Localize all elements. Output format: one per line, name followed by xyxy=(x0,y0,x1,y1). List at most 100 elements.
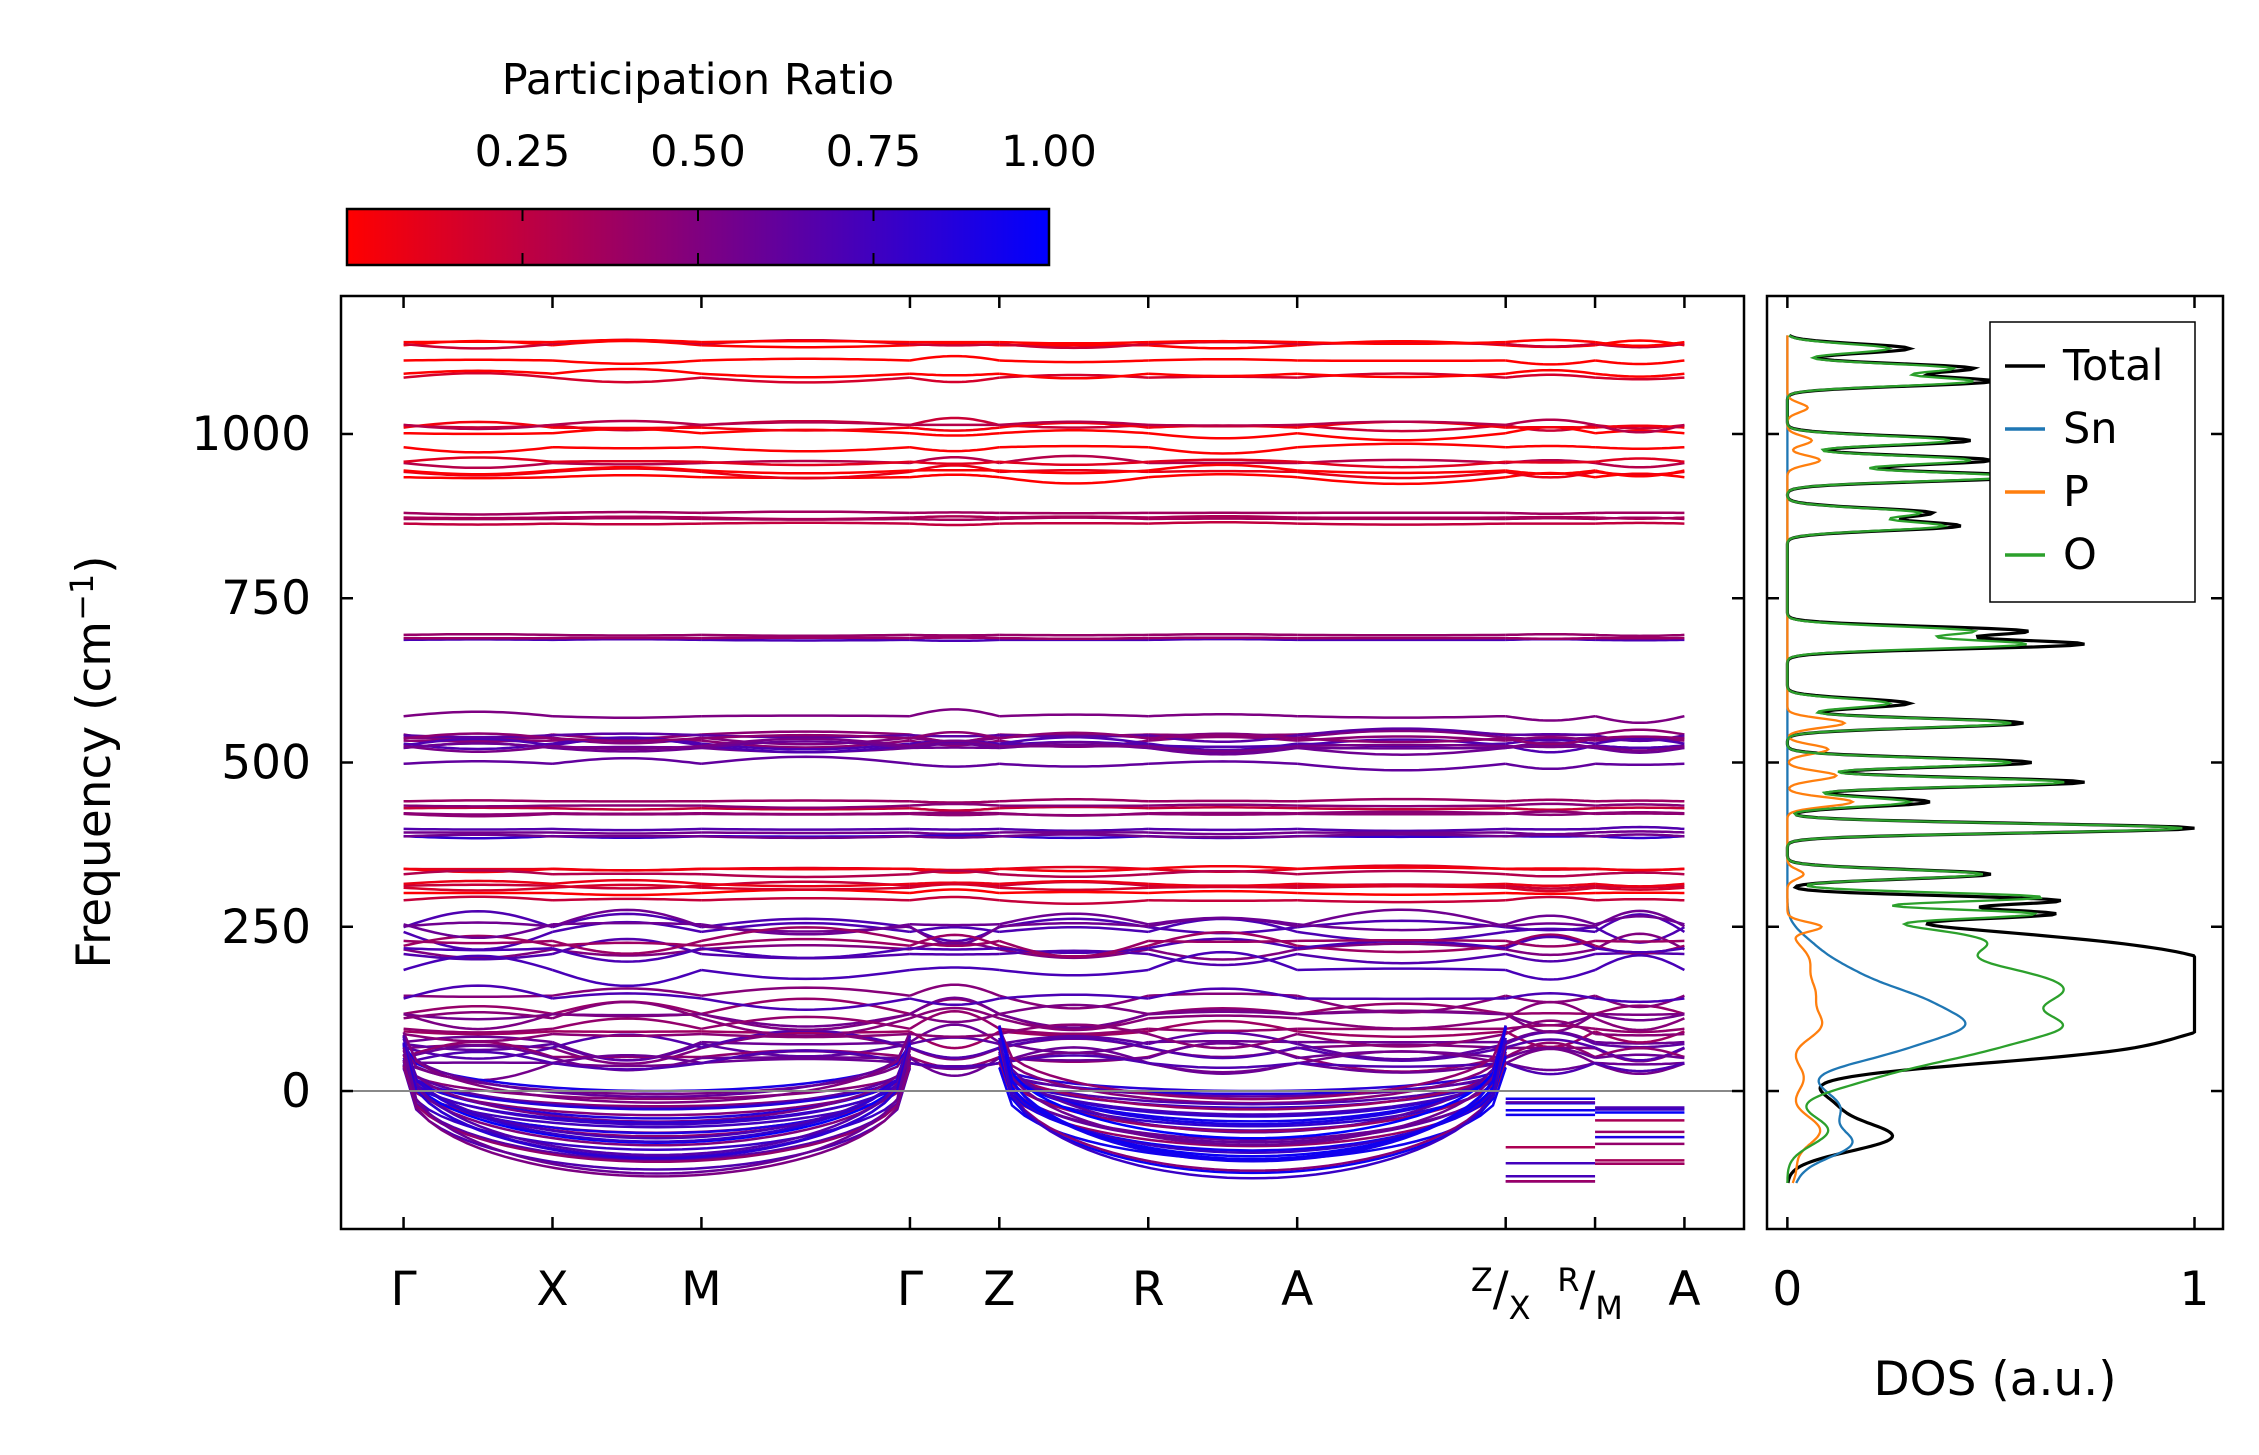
phonon-band xyxy=(1148,357,1298,362)
phonon-band xyxy=(999,1036,1149,1049)
phonon-band xyxy=(998,1046,1149,1065)
phonon-band xyxy=(1594,737,1685,745)
phonon-band xyxy=(1148,372,1298,378)
soft-phonon-band xyxy=(998,1061,1507,1106)
phonon-band xyxy=(1297,810,1506,815)
phonon-band xyxy=(1148,806,1298,810)
phonon-band xyxy=(403,739,553,743)
phonon-band xyxy=(909,1023,1000,1044)
phonon-band xyxy=(909,522,1000,527)
phonon-band xyxy=(403,1035,553,1044)
phonon-band xyxy=(999,1023,1149,1036)
phonon-band xyxy=(403,371,553,379)
phonon-band xyxy=(552,516,702,521)
phonon-band xyxy=(909,372,1000,377)
phonon-band xyxy=(999,949,1149,956)
soft-phonon-band xyxy=(998,1051,1507,1111)
phonon-band xyxy=(1594,834,1685,840)
phonon-band xyxy=(701,755,911,766)
phonon-band xyxy=(403,867,553,874)
phonon-band xyxy=(909,1061,1000,1068)
phonon-band xyxy=(1505,1041,1596,1059)
phonon-band xyxy=(403,522,553,526)
phonon-band xyxy=(701,1013,911,1028)
phonon-band xyxy=(403,883,553,887)
phonon-band xyxy=(999,636,1149,640)
phonon-band xyxy=(1297,866,1506,870)
phonon-band xyxy=(999,890,1149,895)
phonon-band xyxy=(552,746,702,753)
soft-phonon-band xyxy=(998,1053,1507,1144)
phonon-band xyxy=(909,742,1000,750)
phonon-band xyxy=(552,1017,702,1031)
phonon-band xyxy=(1148,835,1298,839)
phonon-band xyxy=(403,834,553,840)
phonon-band xyxy=(999,359,1149,364)
phonon-band xyxy=(909,511,1000,515)
phonon-band xyxy=(552,637,702,642)
phonon-band xyxy=(1505,733,1596,737)
phonon-band xyxy=(1297,797,1506,803)
phonon-band xyxy=(1297,1009,1506,1016)
dos-legend: Total Sn PO xyxy=(1989,321,2196,603)
phonon-band xyxy=(909,746,1000,750)
phonon-band xyxy=(1297,469,1506,475)
phonon-band xyxy=(552,968,702,988)
phonon-band xyxy=(1297,891,1506,896)
phonon-band xyxy=(701,517,910,521)
phonon-band xyxy=(552,939,702,955)
legend-label: O xyxy=(2063,530,2097,580)
phonon-band xyxy=(1505,1061,1596,1072)
colorbar-tick-label: 0.25 xyxy=(475,127,571,177)
phonon-band xyxy=(998,939,1149,958)
soft-phonon-band xyxy=(402,1059,911,1117)
phonon-band xyxy=(403,342,553,350)
phonon-band xyxy=(909,1046,1000,1060)
phonon-band xyxy=(1505,1012,1596,1016)
phonon-band xyxy=(701,460,910,467)
phonon-band xyxy=(701,896,910,902)
phonon-band xyxy=(403,358,553,362)
phonon-band xyxy=(909,376,1000,384)
phonon-band xyxy=(1148,473,1298,479)
phonon-band xyxy=(909,827,1000,831)
phonon-band xyxy=(1297,942,1506,951)
phonon-band xyxy=(1297,423,1506,433)
phonon-band xyxy=(1297,522,1506,526)
phonon-band xyxy=(909,802,1000,807)
phonon-band xyxy=(701,742,911,751)
colorbar-tick-label: 0.50 xyxy=(650,127,746,177)
phonon-band xyxy=(701,357,910,362)
phonon-band xyxy=(999,1035,1149,1046)
phonon-band xyxy=(999,886,1149,892)
phonon-band xyxy=(403,954,553,972)
phonon-band xyxy=(909,939,1000,948)
phonon-band xyxy=(1148,803,1298,807)
phonon-band xyxy=(1594,461,1685,469)
phonon-band xyxy=(1147,1032,1298,1050)
phonon-band xyxy=(1594,1061,1685,1073)
kpath-label: Γ xyxy=(390,1262,416,1317)
phonon-band xyxy=(1594,746,1685,754)
phonon-band xyxy=(403,923,553,940)
phonon-band xyxy=(999,917,1149,929)
phonon-band xyxy=(999,867,1149,873)
kpath-label-sub: X xyxy=(1509,1289,1531,1327)
phonon-band xyxy=(999,921,1149,928)
phonon-band xyxy=(1595,803,1685,807)
kpath-label: Γ xyxy=(897,1262,923,1317)
phonon-band xyxy=(909,517,1000,522)
phonon-band xyxy=(999,713,1149,718)
phonon-band xyxy=(403,1046,553,1060)
phonon-band xyxy=(701,937,911,948)
phonon-band xyxy=(1505,470,1596,479)
phonon-band xyxy=(999,812,1149,817)
kpath-label-combined: R/M xyxy=(1557,1261,1623,1327)
phonon-band xyxy=(1297,714,1506,719)
phonon-band xyxy=(909,997,1000,1007)
soft-phonon-band xyxy=(402,1057,912,1126)
phonon-band xyxy=(1148,521,1298,525)
phonon-band xyxy=(403,984,553,1000)
phonon-band xyxy=(701,714,910,718)
dos-curve-p xyxy=(1786,335,1856,1184)
